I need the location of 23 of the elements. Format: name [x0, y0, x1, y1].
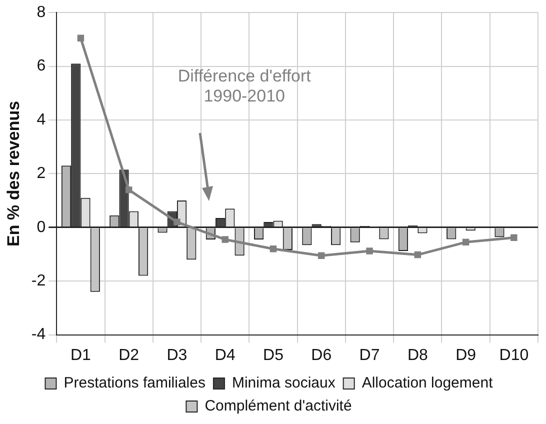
x-tick-label: D8 [407, 346, 428, 364]
y-tick-label: 4 [36, 111, 46, 128]
x-tick-label: D10 [499, 346, 529, 364]
x-tick-label: D4 [214, 346, 236, 364]
x-tick-label: D5 [263, 346, 284, 364]
legend-label: Prestations familiales [64, 374, 206, 392]
y-tick-label: -2 [31, 272, 46, 290]
legend-label: Minima sociaux [232, 374, 336, 392]
legend-label: Complément d'activité [204, 398, 352, 415]
legend-label: Allocation logement [362, 374, 494, 392]
y-tick-label: 0 [36, 218, 46, 236]
x-tick-label: D1 [70, 346, 92, 364]
x-tick-label: D9 [456, 346, 476, 364]
y-tick-label: 8 [36, 4, 46, 22]
x-tick-label: D7 [359, 346, 380, 364]
x-tick-label: D6 [311, 346, 332, 364]
y-tick-label: 2 [36, 165, 46, 182]
y-axis-title: En % des revenus [4, 100, 23, 246]
y-tick-label: -4 [31, 326, 46, 344]
x-tick-label: D3 [166, 346, 188, 364]
x-tick-label: D2 [118, 346, 140, 364]
y-tick-label: 6 [36, 58, 46, 75]
annotation: Différence d'effort 1990-2010 [178, 66, 312, 106]
